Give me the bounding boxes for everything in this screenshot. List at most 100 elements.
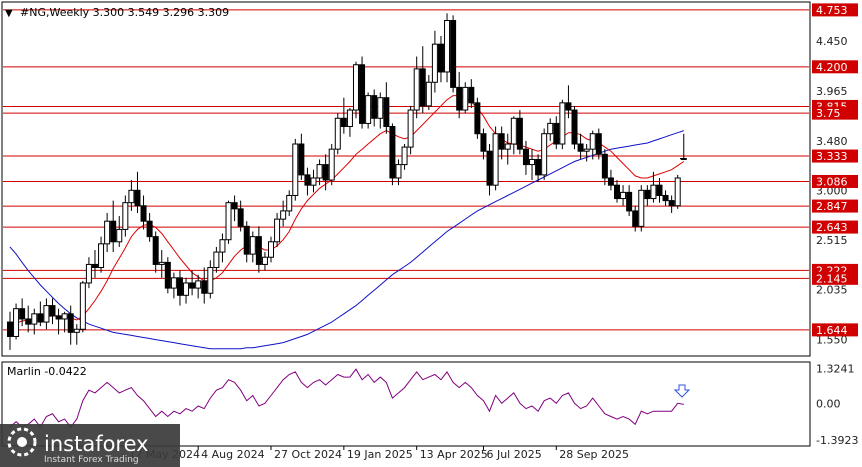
candle [510, 116, 517, 155]
candle [377, 92, 384, 129]
candle [292, 138, 299, 201]
gear-icon [7, 427, 37, 457]
level-price-tag: 4.753 [812, 3, 858, 17]
candle [577, 133, 584, 160]
candle [189, 270, 196, 296]
candle [195, 274, 202, 299]
candle [201, 267, 208, 304]
indicator-tick-label: 0.00 [816, 397, 841, 410]
brand-name: instaforex [44, 432, 149, 456]
candle [529, 149, 536, 181]
candle [522, 140, 529, 175]
level-labels: 4.7534.2003.8153.753.3333.0862.8472.6432… [680, 3, 858, 337]
candle [73, 324, 80, 345]
candle [43, 298, 50, 330]
candle [170, 272, 177, 299]
candle [498, 126, 505, 160]
candle [122, 195, 129, 237]
indicator-tick-label: -1.3923 [816, 434, 858, 447]
candle [110, 200, 117, 253]
candle [146, 212, 153, 242]
marlin-line [9, 368, 684, 428]
candle [85, 257, 92, 289]
candle [662, 190, 669, 206]
candle [395, 159, 402, 186]
candle [176, 270, 183, 306]
candle [316, 159, 323, 186]
price-tick-label: 4.450 [816, 35, 848, 48]
candle [286, 190, 293, 217]
svg-text:3.75: 3.75 [816, 107, 841, 120]
candle [644, 185, 651, 206]
level-price-tag: 3.086 [812, 174, 858, 188]
candle [650, 171, 657, 203]
candle [25, 305, 32, 333]
candle [231, 195, 238, 222]
level-price-tag: 2.145 [812, 271, 858, 285]
indicator-panel[interactable] [1, 361, 811, 447]
time-tick-label: 28 Sep 2025 [559, 448, 629, 461]
candle [280, 200, 287, 227]
candle [249, 231, 256, 263]
candle [298, 133, 305, 181]
price-tick-label: 1.550 [816, 334, 848, 347]
candle [268, 236, 275, 263]
candle [589, 130, 596, 160]
svg-text:2.643: 2.643 [816, 221, 848, 234]
candle [656, 177, 663, 203]
ma-fast-line [9, 95, 685, 325]
svg-text:1.644: 1.644 [816, 324, 848, 337]
candle [213, 246, 220, 273]
candle [480, 128, 487, 160]
candle [607, 169, 614, 191]
candle [425, 75, 432, 111]
level-price-tag: 2.643 [812, 220, 858, 234]
candle [486, 144, 493, 196]
time-tick-label: 6 Jul 2025 [486, 448, 541, 461]
candle [638, 185, 645, 232]
time-axis: 4 Aug 2024 27 Oct 2024 19 Jan 2025 13 Apr 2… [128, 446, 629, 461]
candle [340, 97, 347, 134]
marlin-indicator [9, 368, 684, 428]
candle [31, 308, 38, 335]
candle [444, 13, 451, 83]
svg-text:4.753: 4.753 [816, 4, 848, 17]
price-panel[interactable] [1, 1, 811, 357]
candle [365, 92, 372, 129]
candle [67, 305, 74, 345]
candle [274, 212, 281, 247]
indicator-tick-label: 1.3241 [816, 363, 855, 376]
candle [7, 311, 13, 350]
candlesticks [7, 13, 687, 350]
candle [49, 298, 56, 325]
candle [583, 144, 590, 162]
level-price-tag: 3.333 [812, 149, 858, 163]
dropdown-arrow-icon[interactable]: ▼ [5, 8, 13, 19]
candle [620, 185, 627, 206]
candle [13, 303, 20, 340]
svg-text:4.200: 4.200 [816, 61, 848, 74]
candle [504, 133, 511, 165]
candle [261, 252, 268, 271]
candle [243, 221, 250, 263]
candle [237, 200, 244, 232]
indicator-axis: 1.3241 0.00 -1.3923 [816, 363, 858, 447]
time-tick-label: 13 Apr 2025 [420, 448, 488, 461]
candle [601, 149, 608, 186]
candle [255, 226, 262, 273]
candle [140, 195, 147, 230]
candle [565, 85, 572, 119]
candle [19, 298, 26, 327]
time-tick-label: 27 Oct 2024 [274, 448, 342, 461]
candle [328, 144, 335, 186]
candle [104, 212, 111, 253]
candle [310, 169, 317, 193]
candle [346, 107, 353, 137]
candle [541, 128, 548, 181]
candle [535, 154, 542, 183]
candle [359, 56, 366, 129]
candle [401, 144, 408, 170]
level-price-tag: 4.200 [812, 60, 858, 74]
